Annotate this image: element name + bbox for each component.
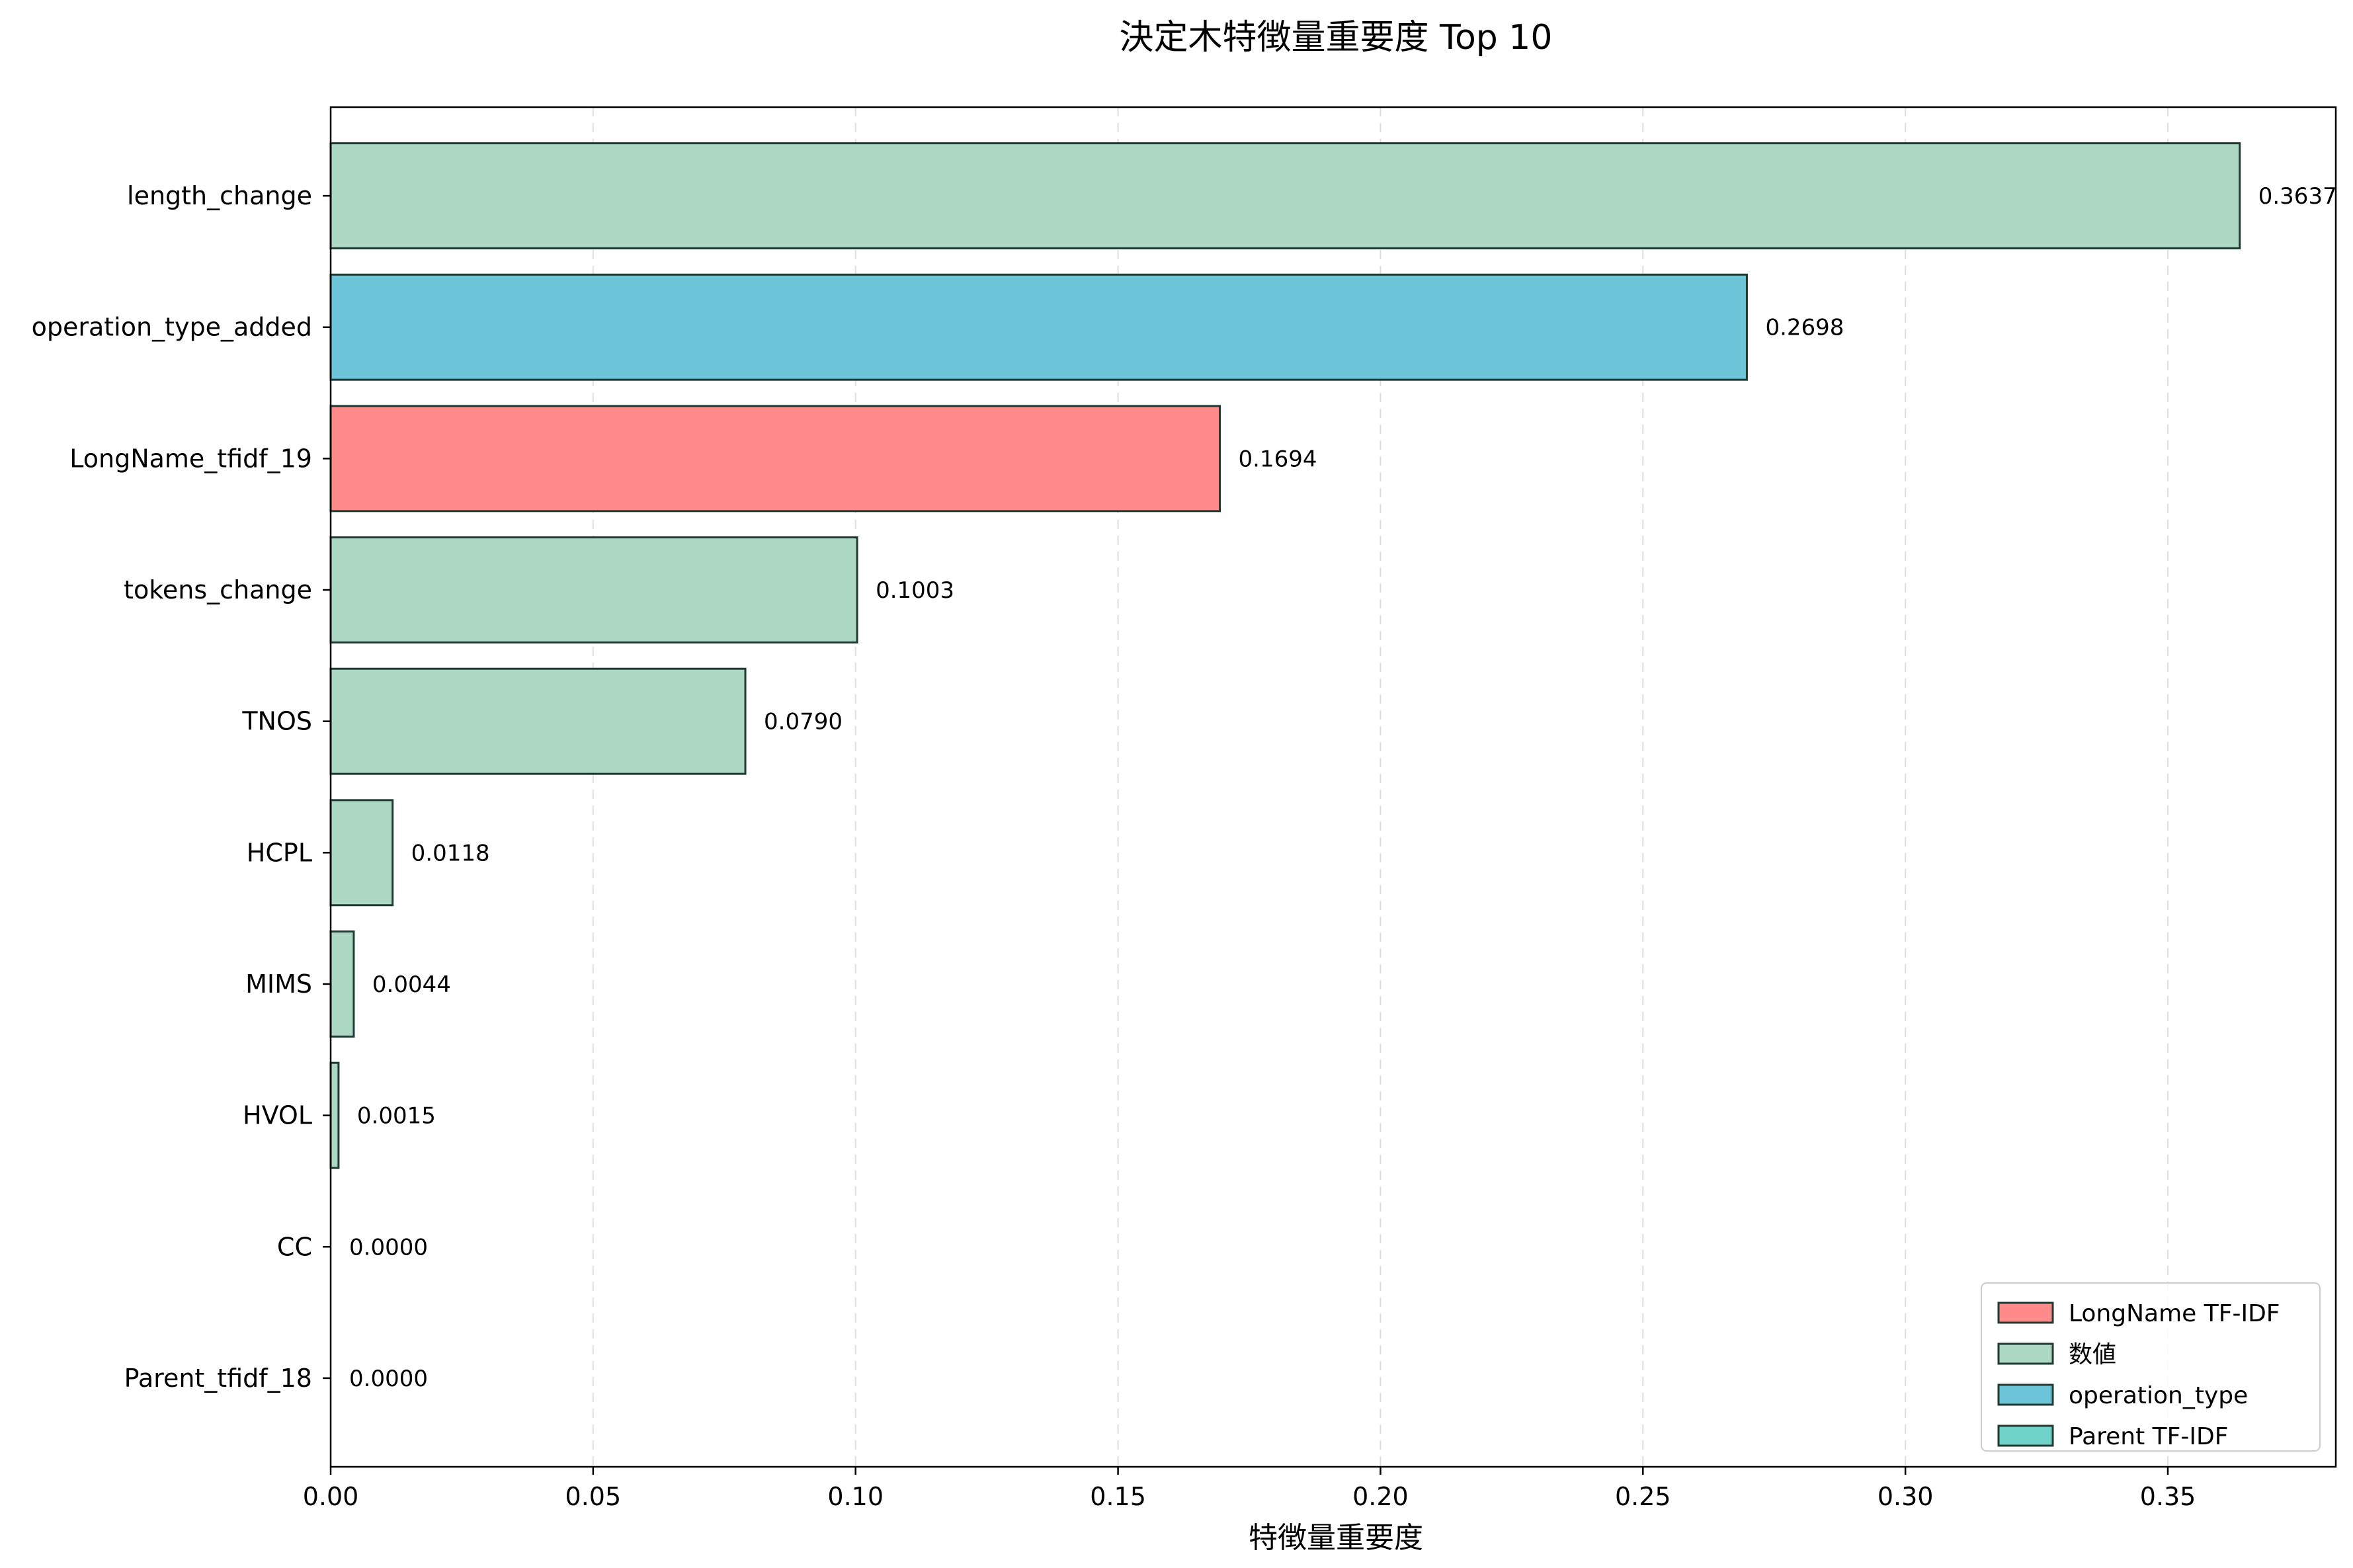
bar-value-labels: 0.3637 0.2698 0.1694 0.1003 0.0790 0.0118 0.00… [349,183,2337,1392]
x-tick-label: 0.00 [303,1482,359,1511]
bar-HVOL [329,1061,340,1169]
bar-TNOS [329,667,747,775]
y-tick-label: HCPL [247,838,312,867]
legend-box [1981,1282,2321,1452]
x-axis-ticks: 0.00 0.05 0.10 0.15 0.20 0.25 0.30 0.35 [303,1467,2196,1511]
legend-label: LongName TF-IDF [2069,1300,2280,1327]
x-tick-label: 0.10 [827,1482,884,1511]
bar-value-label: 0.1003 [876,577,954,604]
y-tick-label: MIMS [245,970,312,999]
bar-value-label: 0.0000 [349,1234,428,1260]
legend-swatch [1997,1301,2054,1324]
bar-value-label: 0.3637 [2258,183,2337,210]
bars [329,142,2241,1169]
y-tick-label: CC [277,1232,312,1261]
x-tick-label: 0.35 [2140,1482,2196,1511]
bar-value-label: 0.0118 [411,840,490,866]
y-tick-label: TNOS [241,707,312,736]
y-tick-label: tokens_change [124,575,312,604]
y-tick-label: HVOL [243,1101,312,1130]
bar-HCPL [329,799,394,907]
y-axis-ticks: length_change operation_type_added LongNam… [32,181,331,1393]
x-tick-label: 0.15 [1090,1482,1146,1511]
bar-value-label: 0.1694 [1239,446,1317,472]
chart-title: 決定木特徴量重要度 Top 10 [1120,18,1553,58]
bar-value-label: 0.0015 [357,1103,436,1130]
y-tick-label: LongName_tfidf_19 [69,444,312,473]
x-tick-label: 0.30 [1878,1482,1934,1511]
bar-LongName_tfidf_19 [329,405,1221,513]
legend: LongName TF-IDF 数値 operation_type Parent TF… [1981,1282,2321,1452]
legend-swatch [1997,1342,2054,1365]
x-tick-label: 0.25 [1615,1482,1671,1511]
x-tick-label: 0.05 [565,1482,622,1511]
bar-length_change [329,142,2241,250]
y-tick-label: length_change [127,181,312,210]
bar-tokens_change [329,536,858,643]
legend-swatch [1997,1424,2054,1447]
bar-MIMS [329,930,355,1038]
y-tick-label: operation_type_added [32,313,312,342]
bar-value-label: 0.0044 [372,971,451,998]
bar-value-label: 0.0000 [349,1366,428,1392]
x-axis-label: 特徴量重要度 [1249,1521,1423,1555]
bar-value-label: 0.0790 [764,709,843,735]
legend-label: operation_type [2069,1382,2248,1409]
legend-label: Parent TF-IDF [2069,1423,2228,1450]
bar-value-label: 0.2698 [1765,315,1844,341]
bar-operation_type_added [329,273,1748,381]
y-tick-label: Parent_tfidf_18 [124,1364,312,1393]
legend-label: 数値 [2069,1341,2116,1368]
plot-frame [329,106,2337,1468]
legend-swatch [1997,1383,2054,1406]
x-tick-label: 0.20 [1352,1482,1409,1511]
